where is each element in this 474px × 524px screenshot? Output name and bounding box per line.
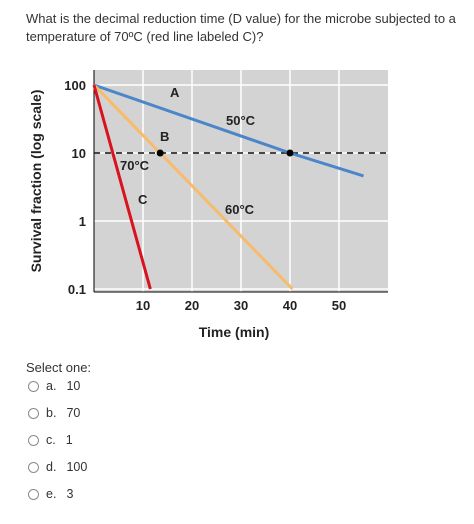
option-d-letter: d. (46, 460, 57, 474)
select-one-label: Select one: (26, 360, 92, 375)
option-b[interactable]: b. 70 (28, 403, 228, 423)
y-tick-label: 0.1 (68, 282, 86, 297)
series-line-c (92, 84, 152, 290)
series-c-temp-label: 70°C (120, 158, 150, 173)
radio-option-e[interactable] (28, 488, 39, 500)
y-tick-label: 100 (64, 78, 86, 93)
option-c-letter: c. (46, 433, 56, 447)
option-c[interactable]: c. 1 (28, 430, 228, 450)
x-tick-label: 30 (234, 298, 248, 313)
option-d-value: 100 (66, 460, 88, 474)
radio-option-b[interactable] (28, 407, 39, 419)
radio-option-c[interactable] (28, 434, 39, 446)
radio-option-a[interactable] (28, 380, 39, 392)
option-e[interactable]: e. 3 (28, 484, 228, 504)
survival-chart: 100 10 1 0.1 10 20 30 40 50 Survival fraction (… (26, 64, 426, 359)
y-axis-label: Survival fraction (log scale) (28, 90, 44, 273)
x-tick-label: 20 (185, 298, 199, 313)
question-text: What is the decimal reduction time (D va… (26, 11, 456, 44)
series-a-letter: A (170, 85, 180, 100)
series-b-temp-label: 60°C (225, 202, 255, 217)
y-tick-label: 1 (79, 214, 86, 229)
radio-option-d[interactable] (28, 461, 39, 473)
option-a-letter: a. (46, 379, 57, 393)
option-a-value: 10 (66, 379, 81, 393)
option-c-value: 1 (65, 433, 73, 447)
option-b-value: 70 (66, 406, 81, 420)
series-c-letter: C (138, 192, 148, 207)
option-b-letter: b. (46, 406, 57, 420)
option-e-letter: e. (46, 487, 57, 501)
y-tick-label: 10 (72, 146, 86, 161)
option-a[interactable]: a. 10 (28, 376, 228, 396)
marked-point-1 (156, 149, 164, 157)
option-d[interactable]: d. 100 (28, 457, 228, 477)
x-tick-label: 50 (332, 298, 346, 313)
x-tick-label: 10 (136, 298, 150, 313)
x-axis-label: Time (min) (199, 324, 270, 340)
x-tick-label: 40 (283, 298, 297, 313)
option-e-value: 3 (66, 487, 74, 501)
series-b-letter: B (160, 129, 169, 144)
series-a-temp-label: 50°C (226, 113, 256, 128)
marked-point-0 (286, 149, 294, 157)
